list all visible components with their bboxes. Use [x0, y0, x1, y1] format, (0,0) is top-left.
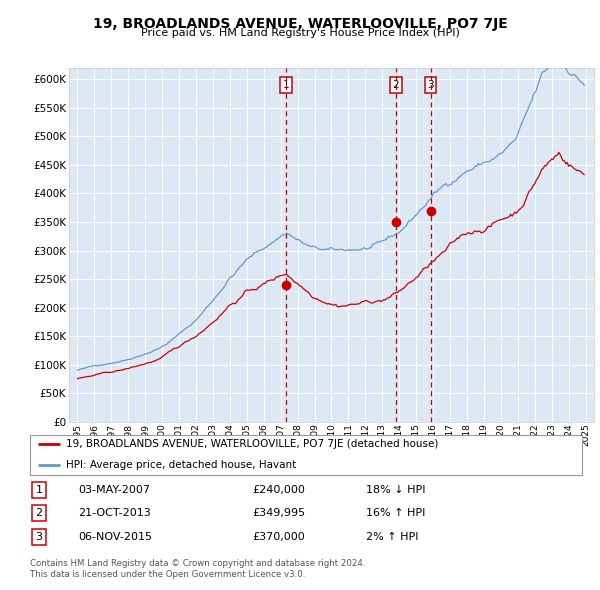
Text: 2: 2	[35, 509, 43, 518]
Text: 3: 3	[35, 532, 43, 542]
Text: 06-NOV-2015: 06-NOV-2015	[78, 532, 152, 542]
Text: 16% ↑ HPI: 16% ↑ HPI	[366, 509, 425, 518]
Text: 21-OCT-2013: 21-OCT-2013	[78, 509, 151, 518]
Text: 19, BROADLANDS AVENUE, WATERLOOVILLE, PO7 7JE (detached house): 19, BROADLANDS AVENUE, WATERLOOVILLE, PO…	[66, 439, 438, 449]
Text: 19, BROADLANDS AVENUE, WATERLOOVILLE, PO7 7JE: 19, BROADLANDS AVENUE, WATERLOOVILLE, PO…	[92, 17, 508, 31]
Text: Contains HM Land Registry data © Crown copyright and database right 2024.: Contains HM Land Registry data © Crown c…	[30, 559, 365, 568]
Text: 3: 3	[427, 80, 434, 90]
Text: 1: 1	[35, 485, 43, 494]
Text: £349,995: £349,995	[252, 509, 305, 518]
Text: £240,000: £240,000	[252, 485, 305, 494]
Text: 03-MAY-2007: 03-MAY-2007	[78, 485, 150, 494]
Text: HPI: Average price, detached house, Havant: HPI: Average price, detached house, Hava…	[66, 460, 296, 470]
Text: £370,000: £370,000	[252, 532, 305, 542]
Text: Price paid vs. HM Land Registry's House Price Index (HPI): Price paid vs. HM Land Registry's House …	[140, 28, 460, 38]
Text: 1: 1	[283, 80, 290, 90]
Text: 18% ↓ HPI: 18% ↓ HPI	[366, 485, 425, 494]
Text: 2: 2	[392, 80, 399, 90]
Text: 2% ↑ HPI: 2% ↑ HPI	[366, 532, 419, 542]
Text: This data is licensed under the Open Government Licence v3.0.: This data is licensed under the Open Gov…	[30, 571, 305, 579]
